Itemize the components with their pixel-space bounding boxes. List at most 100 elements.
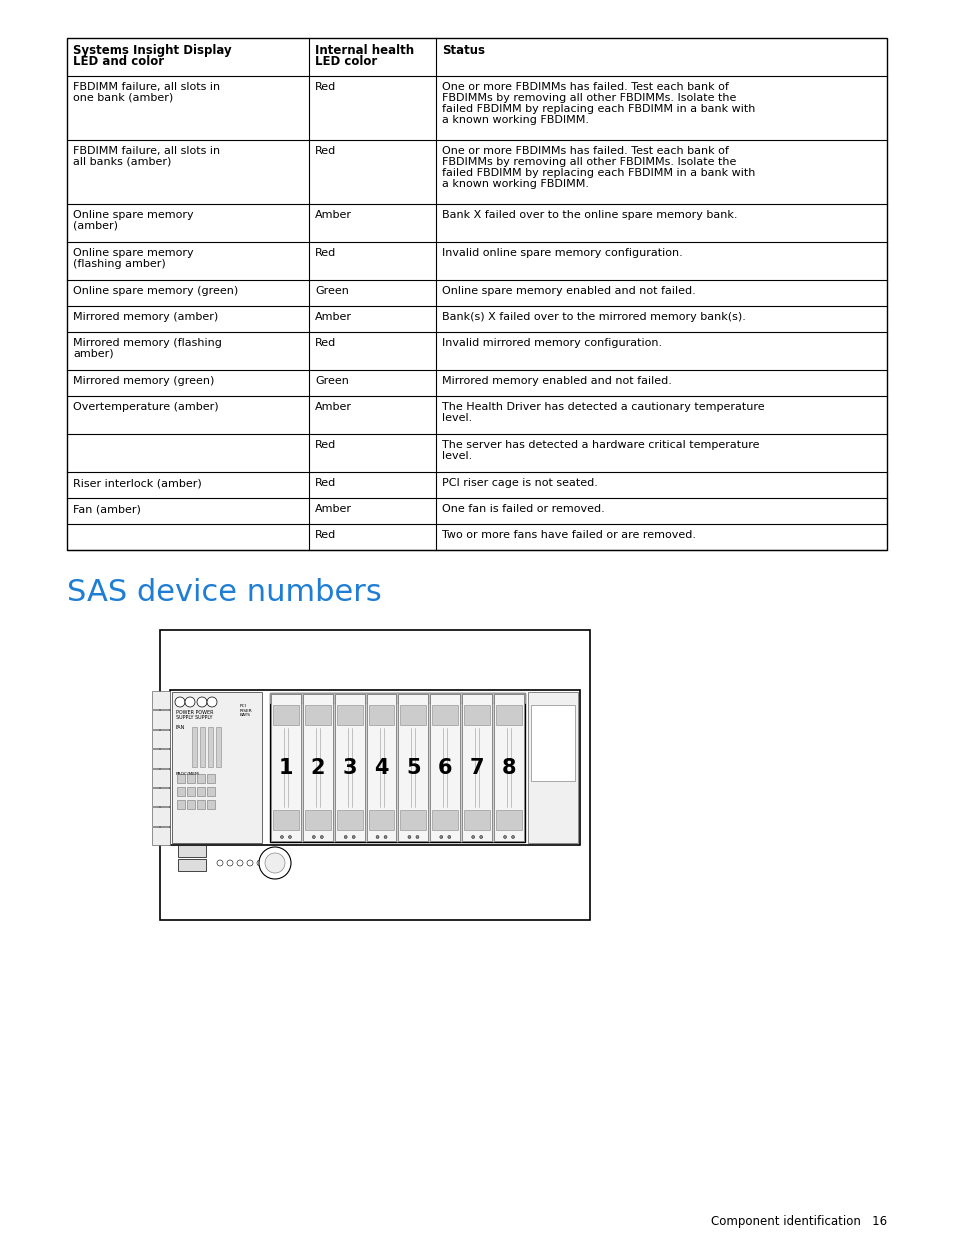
Bar xyxy=(177,787,185,797)
Bar xyxy=(152,826,170,845)
Circle shape xyxy=(185,697,194,706)
Circle shape xyxy=(256,860,263,866)
Text: failed FBDIMM by replacing each FBDIMM in a bank with: failed FBDIMM by replacing each FBDIMM i… xyxy=(441,104,755,114)
Circle shape xyxy=(511,836,514,839)
Bar xyxy=(178,845,206,857)
Text: Amber: Amber xyxy=(314,312,352,322)
Text: Red: Red xyxy=(314,478,335,488)
Bar xyxy=(172,692,262,844)
Text: Green: Green xyxy=(314,375,349,387)
Text: One or more FBDIMMs has failed. Test each bank of: One or more FBDIMMs has failed. Test eac… xyxy=(441,146,728,156)
Text: Component identification   16: Component identification 16 xyxy=(710,1215,886,1228)
Text: FBDIMM failure, all slots in: FBDIMM failure, all slots in xyxy=(73,82,220,91)
Bar xyxy=(187,774,194,783)
Bar xyxy=(464,810,490,830)
Circle shape xyxy=(344,836,347,839)
Text: Amber: Amber xyxy=(314,504,352,514)
Bar xyxy=(527,692,578,844)
Circle shape xyxy=(236,860,243,866)
Text: amber): amber) xyxy=(73,350,113,359)
Bar xyxy=(496,810,521,830)
Circle shape xyxy=(384,836,387,839)
Bar xyxy=(200,727,205,767)
Bar xyxy=(305,810,331,830)
Bar xyxy=(273,705,298,725)
Circle shape xyxy=(247,860,253,866)
Circle shape xyxy=(503,836,506,839)
Text: 4: 4 xyxy=(374,757,389,778)
Circle shape xyxy=(227,860,233,866)
Text: (amber): (amber) xyxy=(73,221,118,231)
Bar xyxy=(192,727,196,767)
Text: (flashing amber): (flashing amber) xyxy=(73,259,166,269)
Text: 6: 6 xyxy=(437,757,452,778)
Bar xyxy=(152,788,170,806)
Text: POWER POWER: POWER POWER xyxy=(175,710,213,715)
Bar xyxy=(207,774,214,783)
Text: 2: 2 xyxy=(311,757,325,778)
Bar xyxy=(207,800,214,809)
Bar xyxy=(336,705,362,725)
Text: Amber: Amber xyxy=(314,403,352,412)
Text: one bank (amber): one bank (amber) xyxy=(73,93,173,103)
Bar xyxy=(187,800,194,809)
Text: One fan is failed or removed.: One fan is failed or removed. xyxy=(441,504,604,514)
Circle shape xyxy=(439,836,442,839)
Circle shape xyxy=(196,697,207,706)
Text: Red: Red xyxy=(314,338,335,348)
Circle shape xyxy=(320,836,323,839)
Text: Invalid mirrored memory configuration.: Invalid mirrored memory configuration. xyxy=(441,338,661,348)
Bar xyxy=(196,800,205,809)
Bar xyxy=(160,630,589,920)
Text: The server has detected a hardware critical temperature: The server has detected a hardware criti… xyxy=(441,440,759,450)
Text: LED color: LED color xyxy=(314,56,376,68)
Bar xyxy=(462,694,492,841)
Bar xyxy=(273,810,298,830)
Text: LED and color: LED and color xyxy=(73,56,164,68)
Bar xyxy=(366,694,396,841)
Circle shape xyxy=(280,836,283,839)
Text: 8: 8 xyxy=(501,757,516,778)
Text: SAS device numbers: SAS device numbers xyxy=(67,578,381,606)
Bar xyxy=(177,800,185,809)
Text: Invalid online spare memory configuration.: Invalid online spare memory configuratio… xyxy=(441,248,682,258)
Bar xyxy=(152,692,170,709)
Text: Bank X failed over to the online spare memory bank.: Bank X failed over to the online spare m… xyxy=(441,210,737,220)
Bar xyxy=(152,808,170,826)
Text: PCI
RISER
BAYS: PCI RISER BAYS xyxy=(240,704,253,718)
Bar xyxy=(270,693,524,703)
Bar xyxy=(302,694,333,841)
Text: Red: Red xyxy=(314,82,335,91)
Text: SUPPLY SUPPLY: SUPPLY SUPPLY xyxy=(175,715,213,720)
Bar xyxy=(430,694,459,841)
Text: Mirrored memory (amber): Mirrored memory (amber) xyxy=(73,312,218,322)
Bar xyxy=(400,705,426,725)
Text: Riser interlock (amber): Riser interlock (amber) xyxy=(73,478,201,488)
Text: Online spare memory: Online spare memory xyxy=(73,248,193,258)
Bar xyxy=(67,38,886,550)
Bar xyxy=(432,705,457,725)
Bar xyxy=(270,693,524,842)
Bar xyxy=(531,705,575,781)
Bar xyxy=(208,727,213,767)
Bar xyxy=(271,694,300,841)
Text: FBDIMM failure, all slots in: FBDIMM failure, all slots in xyxy=(73,146,220,156)
Circle shape xyxy=(288,836,291,839)
Bar xyxy=(152,730,170,748)
Text: Mirrored memory enabled and not failed.: Mirrored memory enabled and not failed. xyxy=(441,375,671,387)
Bar xyxy=(196,774,205,783)
Text: a known working FBDIMM.: a known working FBDIMM. xyxy=(441,179,588,189)
Circle shape xyxy=(375,836,378,839)
Bar xyxy=(207,787,214,797)
Text: Red: Red xyxy=(314,146,335,156)
Bar xyxy=(400,810,426,830)
Text: The Health Driver has detected a cautionary temperature: The Health Driver has detected a caution… xyxy=(441,403,763,412)
Bar xyxy=(336,810,362,830)
Text: Internal health: Internal health xyxy=(314,44,414,57)
Circle shape xyxy=(416,836,418,839)
Bar xyxy=(432,810,457,830)
Text: Systems Insight Display: Systems Insight Display xyxy=(73,44,232,57)
Text: Red: Red xyxy=(314,248,335,258)
Text: Red: Red xyxy=(314,530,335,540)
Bar xyxy=(152,750,170,767)
